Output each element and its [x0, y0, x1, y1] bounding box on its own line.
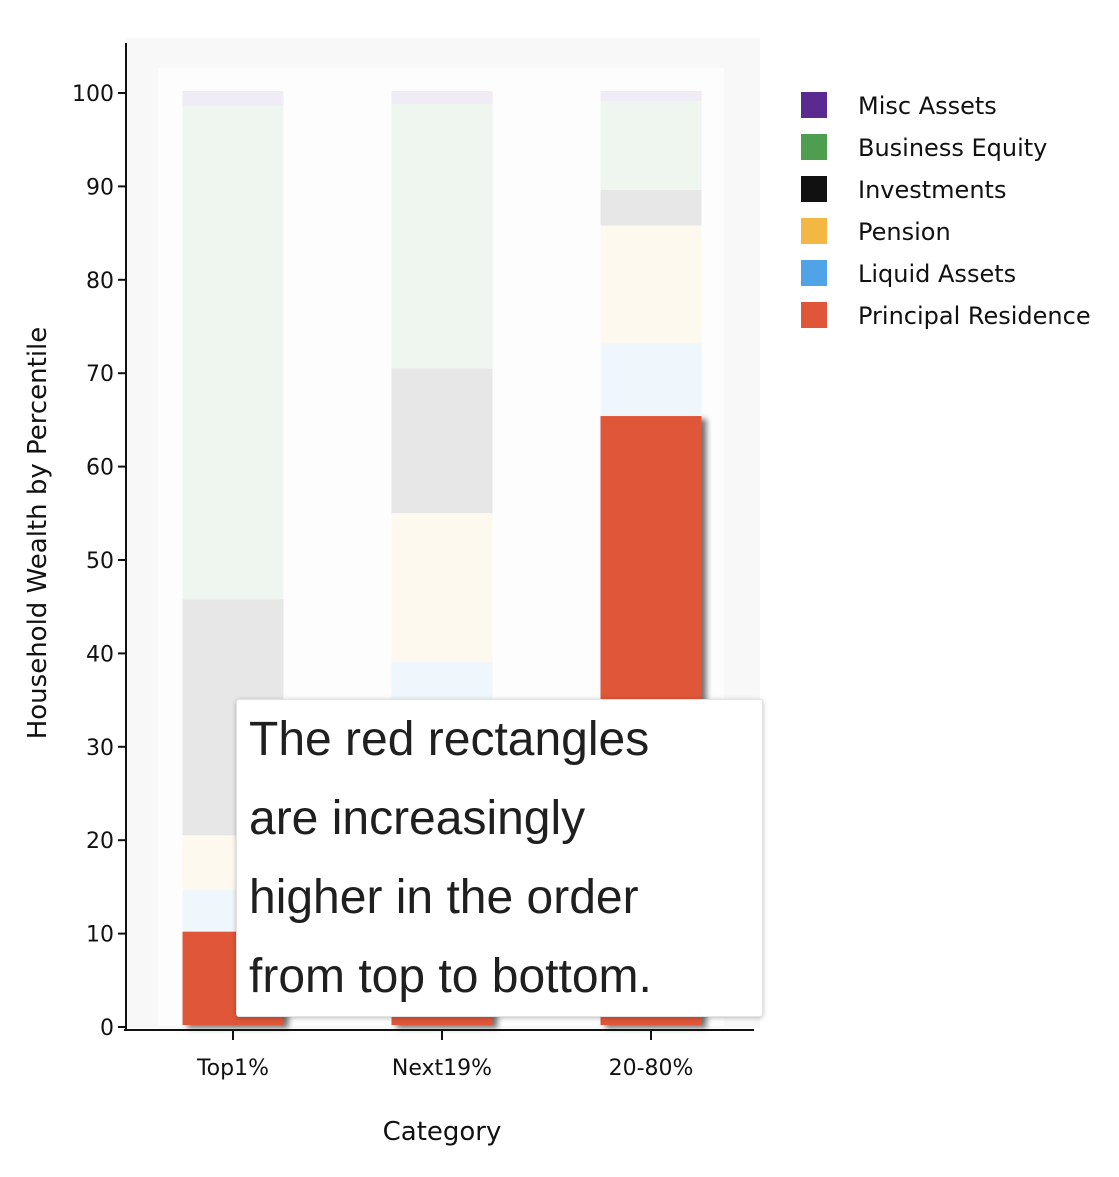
y-ticks: 0 10 20 30 40 50 60 70 80 90 100 — [72, 82, 126, 1041]
legend-swatch-liquid-assets — [801, 260, 827, 286]
legend-label-investments: Investments — [858, 176, 1006, 204]
x-axis-title: Category — [383, 1117, 502, 1147]
legend-swatch-business-equity — [801, 134, 827, 160]
legend-label-liquid-assets: Liquid Assets — [858, 260, 1016, 288]
x-ticks: Top1% Next19% 20-80% — [196, 1030, 693, 1081]
y-axis-title: Household Wealth by Percentile — [23, 327, 53, 740]
y-tick-label-50: 50 — [86, 549, 114, 574]
y-tick-label-80: 80 — [86, 269, 114, 294]
y-tick-label-60: 60 — [86, 456, 114, 481]
annotation-line-4: from top to bottom. — [249, 950, 652, 1003]
bar-liquid-assets-20-80 — [600, 343, 702, 417]
x-tick-label-top1: Top1% — [196, 1056, 269, 1081]
y-tick-label-0: 0 — [100, 1016, 114, 1041]
y-tick-label-20: 20 — [86, 829, 114, 854]
legend-swatch-principal-residence — [801, 302, 827, 328]
legend-label-principal-residence: Principal Residence — [858, 302, 1091, 330]
legend-swatch-misc-assets — [801, 92, 827, 118]
annotation-line-3: higher in the order — [249, 871, 639, 924]
legend-swatch-investments — [801, 176, 827, 202]
annotation-tooltip: The red rectangles are increasingly high… — [236, 699, 763, 1017]
x-tick-label-next19: Next19% — [392, 1056, 492, 1081]
bar-investments-20-80 — [600, 190, 702, 226]
y-tick-label-40: 40 — [86, 642, 114, 667]
y-tick-label-90: 90 — [86, 175, 114, 200]
x-tick-label-20-80: 20-80% — [609, 1056, 694, 1081]
annotation-line-1: The red rectangles — [249, 713, 650, 766]
y-tick-label-70: 70 — [86, 362, 114, 387]
legend-swatch-pension — [801, 218, 827, 244]
bar-business-equity-20-80 — [600, 101, 702, 191]
legend-label-pension: Pension — [858, 218, 951, 246]
y-tick-label-30: 30 — [86, 736, 114, 761]
bar-misc-assets-top1 — [182, 91, 284, 106]
bar-investments-next19 — [391, 368, 493, 514]
bar-pension-20-80 — [600, 225, 702, 344]
legend-label-business-equity: Business Equity — [858, 134, 1047, 162]
bar-pension-next19 — [391, 513, 493, 662]
legend: Misc Assets Business Equity Investments Pen… — [801, 92, 1091, 330]
y-tick-label-10: 10 — [86, 923, 114, 948]
bar-business-equity-top1 — [182, 105, 284, 600]
bar-misc-assets-next19 — [391, 91, 493, 105]
bar-misc-assets-20-80 — [600, 91, 702, 102]
legend-label-misc-assets: Misc Assets — [858, 92, 997, 120]
y-tick-label-100: 100 — [72, 82, 114, 107]
annotation-line-2: are increasingly — [249, 792, 586, 845]
bar-business-equity-next19 — [391, 104, 493, 369]
